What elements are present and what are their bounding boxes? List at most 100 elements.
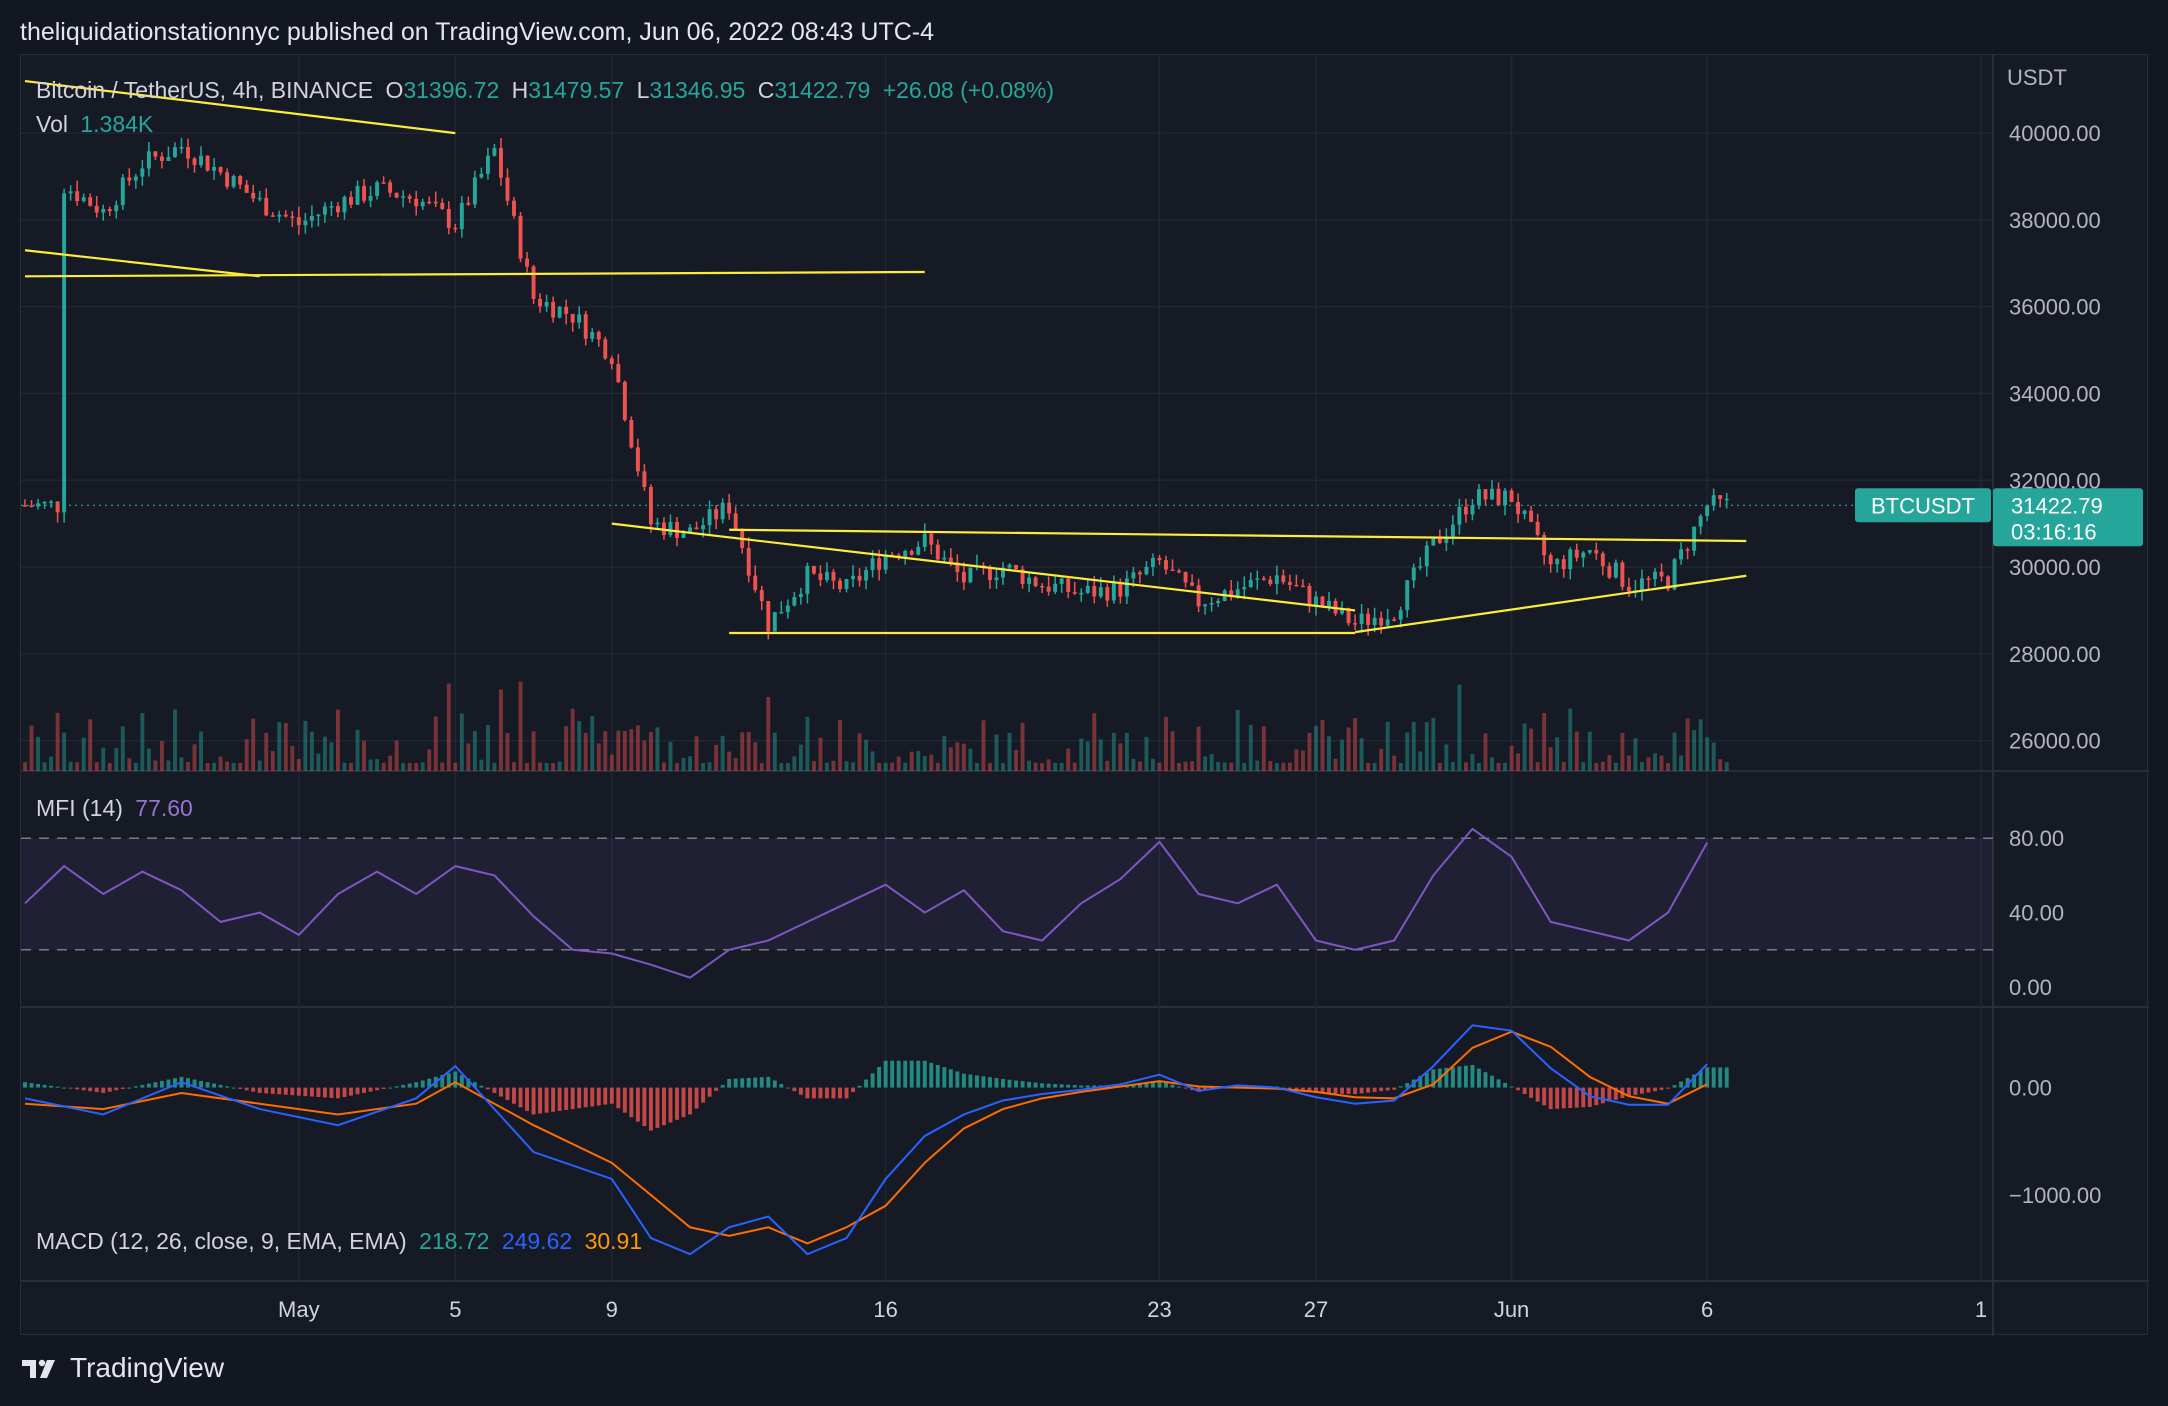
candle-down bbox=[55, 501, 60, 513]
candle-down bbox=[394, 192, 399, 198]
candle-down bbox=[1463, 506, 1468, 515]
volume-bar bbox=[1698, 719, 1703, 771]
volume-bar bbox=[466, 743, 471, 771]
volume-bar bbox=[818, 737, 823, 771]
macd-histogram-bar bbox=[1007, 1079, 1012, 1088]
volume-bar bbox=[1424, 722, 1429, 771]
candle-down bbox=[388, 182, 393, 193]
candle-down bbox=[1574, 549, 1579, 558]
macd-histogram-bar bbox=[401, 1084, 406, 1088]
volume-bar bbox=[1327, 736, 1331, 771]
candle-up bbox=[785, 605, 790, 613]
volume-bar bbox=[81, 737, 86, 771]
candle-up bbox=[375, 182, 380, 196]
mfi-label: MFI (14) bbox=[36, 795, 123, 821]
volume-bar bbox=[1164, 716, 1168, 771]
macd-histogram-bar bbox=[1053, 1084, 1058, 1088]
price-axis-label: 34000.00 bbox=[2009, 381, 2101, 406]
macd-histogram-bar bbox=[225, 1086, 230, 1088]
volume-bar bbox=[1490, 757, 1494, 771]
candle-up bbox=[1587, 550, 1592, 553]
candle-down bbox=[603, 339, 608, 359]
candle-down bbox=[466, 202, 471, 205]
volume-bar bbox=[166, 760, 171, 771]
macd-histogram-bar bbox=[349, 1087, 353, 1096]
macd-axis-label: 0.00 bbox=[2009, 1076, 2052, 1101]
volume-bar bbox=[1379, 748, 1384, 771]
volume-bar bbox=[485, 724, 490, 771]
macd-histogram-bar bbox=[1607, 1087, 1612, 1102]
macd-histogram-bar bbox=[1294, 1087, 1299, 1090]
macd-histogram-bar bbox=[798, 1087, 803, 1095]
macd-histogram-bar bbox=[825, 1087, 829, 1099]
volume-bar bbox=[681, 757, 686, 771]
volume-bar bbox=[1437, 762, 1442, 771]
candle-down bbox=[1177, 570, 1181, 573]
volume-bar bbox=[349, 762, 353, 771]
volume-bar bbox=[1229, 762, 1234, 771]
volume-bar bbox=[23, 762, 27, 771]
candle-down bbox=[1600, 553, 1605, 567]
candle-down bbox=[29, 505, 34, 508]
candle-up bbox=[1490, 488, 1494, 500]
candle-down bbox=[1620, 562, 1625, 587]
macd-histogram-bar bbox=[368, 1087, 373, 1092]
macd-histogram-bar bbox=[1340, 1087, 1344, 1094]
candle-up bbox=[1398, 610, 1403, 620]
candle-up bbox=[1209, 603, 1214, 605]
candle-up bbox=[1385, 619, 1390, 626]
macd-histogram-bar bbox=[1522, 1087, 1527, 1095]
candle-up bbox=[101, 208, 106, 213]
macd-histogram-bar bbox=[766, 1076, 771, 1088]
candle-down bbox=[766, 601, 771, 632]
macd-histogram-bar bbox=[740, 1078, 745, 1088]
volume-bar bbox=[479, 759, 484, 771]
volume-bar bbox=[753, 742, 758, 771]
candle-up bbox=[120, 177, 125, 206]
candle-down bbox=[929, 533, 934, 545]
candle-up bbox=[1431, 537, 1436, 546]
volume-bar bbox=[714, 744, 719, 771]
volume-bar bbox=[1418, 751, 1423, 771]
high-value: 31479.57 bbox=[528, 77, 625, 103]
candle-up bbox=[173, 147, 177, 157]
symbol-legend: Bitcoin / TetherUS, 4h, BINANCE O31396.7… bbox=[36, 77, 1060, 104]
footer-brand[interactable]: TradingView bbox=[20, 1352, 224, 1384]
volume-bar bbox=[114, 748, 119, 771]
ticker-tag bbox=[1855, 488, 1991, 523]
candle-up bbox=[870, 558, 875, 571]
volume-bar bbox=[1542, 713, 1547, 771]
macd-signal-line bbox=[24, 1030, 1708, 1245]
volume-bar bbox=[1040, 763, 1045, 771]
chart-canvas[interactable]: May 5 9 16 23 27 Jun 6 1 USDT 40000.00 38000.00 3600… bbox=[21, 55, 2149, 1336]
macd-histogram-bar bbox=[609, 1087, 614, 1104]
candle-up bbox=[303, 220, 308, 226]
candle-down bbox=[759, 590, 764, 602]
trendline bbox=[729, 528, 1747, 543]
volume-bar bbox=[414, 762, 419, 771]
volume-bar bbox=[173, 709, 177, 771]
macd-histogram-bar bbox=[205, 1082, 210, 1088]
volume-bar bbox=[1170, 731, 1175, 771]
candle-up bbox=[1085, 585, 1090, 593]
volume-bar bbox=[1027, 760, 1032, 771]
macd-histogram-bar bbox=[173, 1078, 177, 1088]
trendline bbox=[611, 522, 1356, 612]
volume-bar bbox=[981, 720, 986, 771]
volume-bar bbox=[877, 762, 882, 771]
volume-bar bbox=[394, 740, 399, 771]
candle-down bbox=[1287, 581, 1292, 585]
volume-bar bbox=[616, 730, 621, 771]
candle-down bbox=[1164, 560, 1168, 570]
volume-bar bbox=[283, 723, 288, 771]
macd-histogram-bar bbox=[231, 1087, 236, 1089]
macd-histogram-bar bbox=[733, 1078, 738, 1088]
volume-bar bbox=[1509, 745, 1514, 771]
macd-histogram-bar bbox=[896, 1060, 901, 1088]
macd-histogram-bar bbox=[140, 1084, 145, 1088]
macd-histogram-bar bbox=[277, 1087, 282, 1095]
macd-histogram-bar bbox=[1568, 1087, 1573, 1109]
chart-panel[interactable]: May 5 9 16 23 27 Jun 6 1 USDT 40000.00 38000.00 3600… bbox=[20, 54, 2149, 1336]
low-value: 31346.95 bbox=[649, 77, 746, 103]
macd-histogram-bar bbox=[590, 1087, 595, 1107]
